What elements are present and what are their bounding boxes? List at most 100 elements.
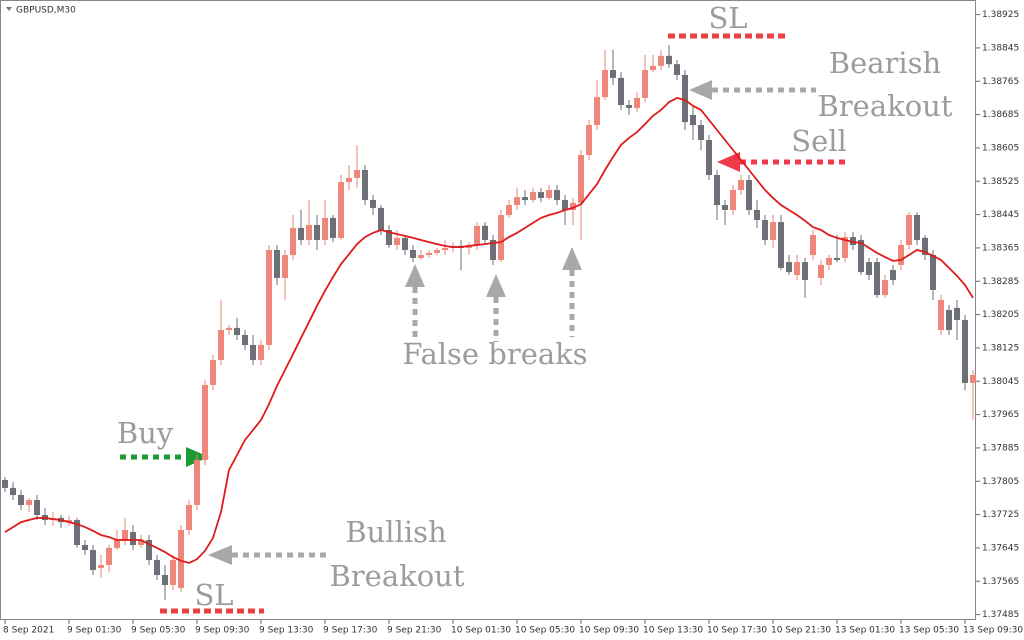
candle-body bbox=[258, 345, 264, 360]
x-tick-label: 10 Sep 09:30 bbox=[579, 626, 639, 636]
candle-body bbox=[34, 500, 40, 515]
y-tick-label: 1.38365 bbox=[982, 243, 1019, 253]
x-tick-label: 9 Sep 13:30 bbox=[259, 626, 314, 636]
candle-body bbox=[658, 55, 664, 66]
x-tick-label: 9 Sep 09:30 bbox=[195, 626, 250, 636]
y-tick-label: 1.38125 bbox=[982, 343, 1019, 353]
candle-body bbox=[714, 175, 720, 205]
candle-body bbox=[810, 235, 816, 255]
x-tick-label: 10 Sep 13:30 bbox=[643, 626, 703, 636]
y-tick-label: 1.38605 bbox=[982, 143, 1019, 153]
candle-body bbox=[594, 97, 600, 125]
candle-body bbox=[578, 155, 584, 203]
candle-body bbox=[850, 237, 856, 245]
candle-body bbox=[882, 280, 888, 295]
candle-body bbox=[242, 335, 248, 345]
x-tick-label: 13 Sep 05:30 bbox=[899, 626, 959, 636]
candle-body bbox=[618, 77, 624, 105]
candle-body bbox=[218, 330, 224, 360]
candle-body bbox=[266, 250, 272, 345]
arrow-head bbox=[689, 80, 712, 100]
y-tick-label: 1.38765 bbox=[982, 77, 1019, 87]
candle-body bbox=[130, 532, 136, 545]
annotation: SL bbox=[194, 578, 233, 612]
x-tick-label: 8 Sep 2021 bbox=[3, 626, 54, 636]
candle-body bbox=[650, 65, 656, 70]
candle-body bbox=[698, 125, 704, 140]
arrow-head bbox=[208, 545, 232, 565]
annotation: Bullish bbox=[345, 515, 446, 549]
candle-body bbox=[858, 240, 864, 273]
candle-body bbox=[146, 540, 152, 560]
candle-body bbox=[490, 240, 496, 260]
annotation: Breakout bbox=[818, 89, 953, 123]
candle-body bbox=[762, 220, 768, 240]
x-tick-label: 13 Sep 01:30 bbox=[835, 626, 895, 636]
x-tick-label: 10 Sep 21:30 bbox=[771, 626, 831, 636]
chart-title: GBPUSD,M30 bbox=[16, 6, 76, 16]
y-tick-label: 1.38685 bbox=[982, 110, 1019, 120]
candle-body bbox=[626, 105, 632, 108]
candle-body bbox=[826, 257, 832, 265]
candle-body bbox=[818, 265, 824, 278]
y-tick-label: 1.38525 bbox=[982, 177, 1019, 187]
candle-body bbox=[530, 192, 536, 200]
plot-frame bbox=[0, 0, 976, 620]
candle-body bbox=[442, 247, 448, 250]
candle-body bbox=[122, 530, 128, 540]
candle-body bbox=[834, 257, 840, 260]
y-tick-label: 1.37965 bbox=[982, 410, 1019, 420]
y-tick-label: 1.38925 bbox=[982, 10, 1019, 20]
candle-body bbox=[18, 495, 24, 505]
candle-body bbox=[610, 70, 616, 78]
candle-body bbox=[66, 520, 72, 523]
candle-body bbox=[770, 222, 776, 240]
candle-body bbox=[306, 225, 312, 240]
candle-body bbox=[602, 70, 608, 98]
candle-body bbox=[330, 217, 336, 238]
candle-body bbox=[874, 262, 880, 295]
candle-body bbox=[338, 182, 344, 238]
candle-body bbox=[314, 225, 320, 240]
candle-body bbox=[434, 250, 440, 253]
menu-icon bbox=[6, 7, 12, 11]
candle-body bbox=[802, 262, 808, 280]
annotation: Buy bbox=[117, 416, 174, 450]
candle-body bbox=[538, 192, 544, 198]
candle-body bbox=[386, 230, 392, 245]
candle-body bbox=[914, 215, 920, 240]
y-tick-label: 1.38285 bbox=[982, 277, 1019, 287]
candle-body bbox=[202, 385, 208, 460]
candle-body bbox=[498, 215, 504, 260]
candle-body bbox=[634, 97, 640, 108]
candle-body bbox=[562, 200, 568, 210]
candle-body bbox=[354, 170, 360, 178]
y-tick-label: 1.37485 bbox=[982, 610, 1019, 620]
candle-body bbox=[954, 307, 960, 320]
candle-body bbox=[890, 270, 896, 280]
candle-body bbox=[234, 327, 240, 335]
candle-body bbox=[82, 545, 88, 550]
candle-body bbox=[410, 250, 416, 258]
candle-body bbox=[754, 210, 760, 220]
candle-body bbox=[98, 565, 104, 568]
x-tick-label: 9 Sep 21:30 bbox=[387, 626, 442, 636]
candle-body bbox=[322, 217, 328, 240]
candle-body bbox=[674, 64, 680, 75]
candle-body bbox=[482, 225, 488, 240]
candle-body bbox=[514, 197, 520, 205]
candle-body bbox=[962, 320, 968, 383]
candle-body bbox=[938, 300, 944, 330]
candle-body bbox=[554, 190, 560, 200]
candle-body bbox=[186, 505, 192, 530]
candle-body bbox=[730, 190, 736, 210]
candle-body bbox=[378, 207, 384, 230]
x-tick-label: 10 Sep 17:30 bbox=[707, 626, 767, 636]
candle-body bbox=[170, 560, 176, 585]
candle-body bbox=[114, 540, 120, 548]
candle-body bbox=[506, 205, 512, 215]
y-tick-label: 1.38445 bbox=[982, 210, 1019, 220]
candle-body bbox=[546, 190, 552, 198]
annotation-shapes bbox=[120, 33, 848, 614]
